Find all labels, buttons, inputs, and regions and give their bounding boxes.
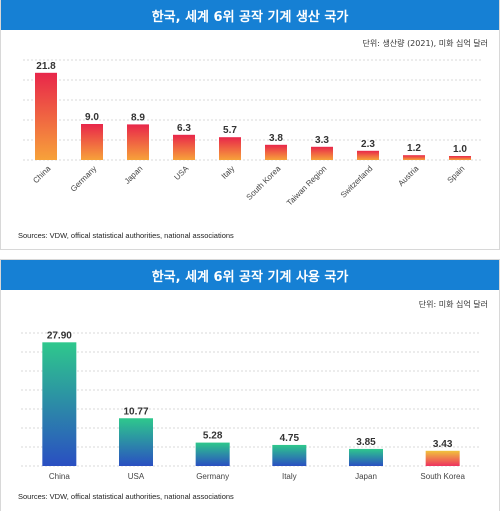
bar-south-korea (265, 144, 287, 160)
category-label: China (31, 164, 53, 186)
production-chart-title: 한국, 세계 6위 공작 기계 생산 국가 (1, 0, 499, 30)
category-label: China (49, 472, 70, 481)
bar-germany (195, 442, 230, 466)
category-label: Italy (282, 472, 297, 481)
category-label: Italy (220, 164, 237, 181)
consumption-source-note: Sources: VDW, offical statistical author… (18, 492, 234, 501)
bar-taiwan-region (311, 146, 333, 160)
value-label: 2.3 (361, 139, 375, 150)
category-label: Japan (355, 472, 377, 481)
unit-label: 단위: 생산량 (2021), 미화 십억 달러 (362, 38, 488, 48)
category-label: Taiwan Region (285, 164, 328, 207)
value-label: 21.8 (36, 61, 56, 72)
value-label: 5.28 (203, 431, 223, 442)
bar-japan (349, 448, 383, 466)
value-label: 5.7 (223, 125, 237, 136)
value-label: 3.85 (356, 437, 376, 448)
value-label: 6.3 (177, 123, 191, 134)
category-label: Japan (123, 164, 145, 186)
bar-germany (81, 124, 103, 160)
production-chart-panel: 한국, 세계 6위 공작 기계 생산 국가 단위: 생산량 (2021), 미화… (0, 0, 500, 250)
bar-italy (272, 444, 307, 466)
value-label: 9.0 (85, 112, 99, 123)
value-label: 4.75 (280, 433, 300, 444)
category-label: Germany (196, 472, 229, 481)
value-label: 3.8 (269, 133, 283, 144)
bar-switzerland (357, 150, 379, 160)
bar-italy (219, 137, 241, 160)
production-source-note: Sources: VDW, offical statistical author… (18, 231, 234, 240)
bar-china (35, 72, 57, 160)
category-label: Spain (446, 164, 467, 185)
production-bar-chart: 단위: 생산량 (2021), 미화 십억 달러 21.8 China 9.0 Germ… (23, 38, 488, 208)
bar-spain (449, 156, 471, 160)
bar-japan (127, 124, 149, 160)
category-label: Germany (69, 164, 99, 194)
value-label: 1.2 (407, 143, 421, 154)
consumption-bar-chart: 단위: 미화 십억 달러 27.90 China 10.77 USA 5.28 German… (21, 299, 488, 481)
bar-south-korea (425, 450, 460, 466)
value-label: 10.77 (123, 406, 148, 417)
bar-austria (403, 155, 425, 160)
value-label: 8.9 (131, 112, 145, 123)
value-label: 27.90 (47, 330, 72, 341)
category-label: USA (128, 472, 145, 481)
value-label: 3.3 (315, 135, 329, 146)
value-label: 1.0 (453, 144, 467, 155)
unit-label: 단위: 미화 십억 달러 (419, 299, 488, 309)
bar-usa (119, 418, 153, 466)
consumption-chart-title: 한국, 세계 6위 공작 기계 사용 국가 (1, 260, 499, 290)
bar-usa (173, 134, 195, 160)
category-label: Austria (396, 164, 420, 188)
value-label: 3.43 (433, 439, 453, 450)
category-label: USA (172, 164, 190, 182)
bar-china (42, 342, 77, 466)
category-label: Switzerland (339, 164, 375, 200)
category-label: South Korea (420, 472, 465, 481)
consumption-chart-panel: 한국, 세계 6위 공작 기계 사용 국가 단위: 미화 십억 달러 27.90 C… (0, 259, 500, 511)
category-label: South Korea (245, 164, 283, 202)
